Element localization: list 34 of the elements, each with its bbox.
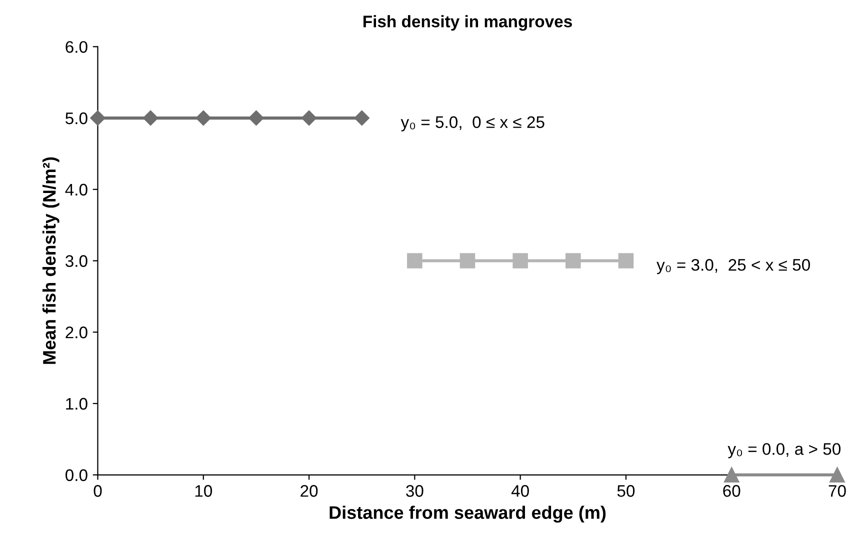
point (830, 467, 845, 483)
x-tick-label: 70 (828, 485, 846, 497)
y-tick-label: 5.0 (66, 112, 88, 124)
x-tick-label: 50 (617, 485, 635, 497)
point (460, 253, 476, 268)
point (248, 110, 264, 126)
x-tick-label: 20 (300, 485, 318, 497)
y-tick-label: 1.0 (66, 398, 88, 410)
point (143, 110, 158, 126)
chart-title: Fish density in mangroves (364, 15, 572, 31)
point (354, 110, 370, 126)
point (196, 110, 211, 126)
x-tick-label: 40 (511, 485, 529, 497)
point (90, 110, 106, 126)
x-tick-label: 0 (94, 485, 102, 497)
annotation: y₀ = 5.0, 0 ≤ x ≤ 25 (400, 116, 544, 132)
point (724, 467, 740, 483)
annotation: y₀ = 0.0, a > 50 (728, 443, 841, 458)
x-tick-label: 60 (723, 485, 740, 497)
y-tick-label: 3.0 (65, 255, 88, 267)
x-tick-label: 30 (406, 485, 424, 497)
point (566, 253, 581, 268)
y-tick-label: 0.0 (66, 469, 88, 482)
point (512, 253, 528, 268)
y-tick-label: 2.0 (66, 326, 88, 338)
x-axis-title: Distance from seaward edge (m) (330, 506, 606, 523)
annotation: y₀ = 3.0, 25 < x ≤ 50 (656, 259, 810, 274)
y-tick-label: 4.0 (65, 184, 88, 196)
y-axis-title: Mean fish density (N/m²) (42, 157, 60, 364)
x-tick-label: 10 (195, 485, 212, 497)
y-tick-label: 6.0 (66, 41, 88, 53)
point (407, 253, 422, 268)
point (301, 110, 317, 126)
point (618, 253, 634, 268)
